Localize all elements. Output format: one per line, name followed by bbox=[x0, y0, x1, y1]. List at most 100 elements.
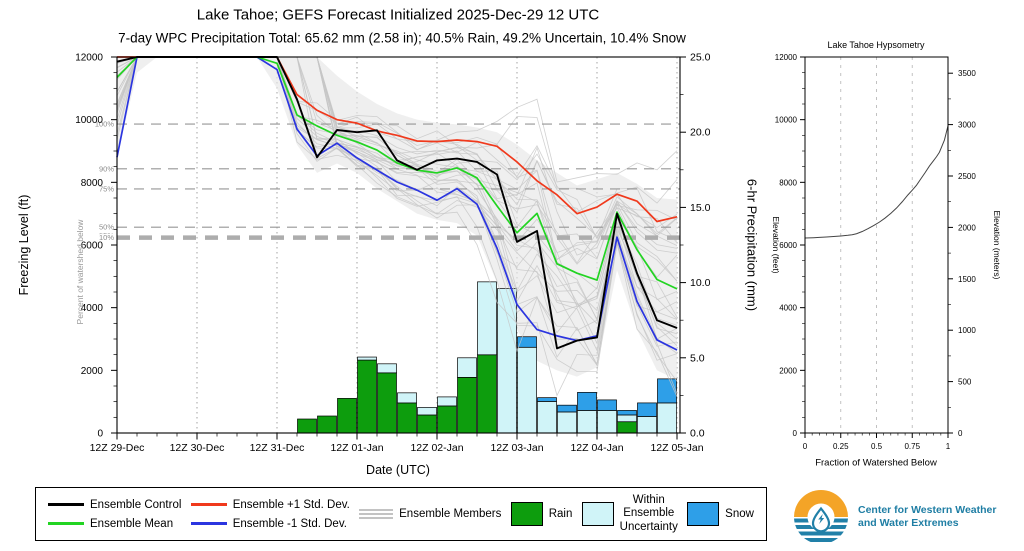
svg-text:25.0: 25.0 bbox=[690, 52, 711, 64]
precip-bar-uncertain bbox=[357, 356, 377, 361]
cw3e-logo-icon bbox=[794, 490, 848, 544]
precip-bar-uncertain bbox=[517, 346, 537, 434]
svg-text:8000: 8000 bbox=[81, 178, 104, 189]
minus1-line-icon bbox=[190, 522, 227, 525]
precip-bar-snow bbox=[517, 336, 537, 348]
lightning-bolt-icon bbox=[818, 514, 825, 524]
legend-label: Within Ensemble Uncertainty bbox=[619, 494, 678, 533]
legend-item-plus1: Ensemble +1 Std. Dev. bbox=[190, 498, 350, 511]
svg-text:0: 0 bbox=[793, 429, 798, 438]
cw3e-logo-text: Center for Western Weather and Water Ext… bbox=[858, 504, 996, 530]
precip-bar-snow bbox=[597, 399, 617, 411]
snow-swatch-icon bbox=[687, 502, 720, 526]
precip-bar-uncertain bbox=[597, 410, 617, 434]
precip-bar-uncertain bbox=[477, 281, 497, 356]
legend-item-minus1: Ensemble -1 Std. Dev. bbox=[190, 517, 350, 530]
svg-text:0: 0 bbox=[803, 442, 808, 451]
plus1-line-icon bbox=[190, 503, 227, 506]
hypsometry-axes: 0200040006000800010000120000500100015002… bbox=[775, 53, 977, 451]
svg-text:2000: 2000 bbox=[779, 366, 797, 375]
precip-bar-rain bbox=[357, 359, 377, 434]
uncertainty-swatch-icon bbox=[581, 502, 614, 526]
control-line-icon bbox=[48, 503, 84, 506]
legend-item-rain: Rain bbox=[510, 502, 573, 526]
svg-text:12Z 02-Jan: 12Z 02-Jan bbox=[410, 442, 463, 454]
legend-item-ensemble-mean: Ensemble Mean bbox=[48, 518, 181, 530]
ensemble-members-icon bbox=[359, 509, 394, 519]
precip-bar-rain bbox=[337, 398, 357, 434]
precip-bar-rain bbox=[617, 421, 637, 434]
svg-text:20.0: 20.0 bbox=[690, 127, 711, 139]
svg-text:1000: 1000 bbox=[958, 326, 976, 335]
precip-bars bbox=[297, 281, 677, 434]
svg-text:10000: 10000 bbox=[775, 116, 798, 125]
svg-text:100%: 100% bbox=[95, 120, 115, 129]
svg-text:10.0: 10.0 bbox=[690, 277, 711, 289]
svg-text:50%: 50% bbox=[99, 223, 114, 232]
svg-text:12Z 04-Jan: 12Z 04-Jan bbox=[570, 442, 623, 454]
water-drop-icon bbox=[811, 506, 831, 533]
legend-label: Snow bbox=[725, 508, 754, 520]
precip-bar-uncertain bbox=[617, 414, 637, 423]
legend-col-control-mean: Ensemble Control Ensemble Mean bbox=[48, 499, 181, 530]
page-title: Lake Tahoe; GEFS Forecast Initialized 20… bbox=[196, 6, 600, 24]
legend: Ensemble Control Ensemble Mean Ensemble … bbox=[35, 487, 767, 541]
svg-text:6000: 6000 bbox=[779, 241, 797, 250]
svg-text:2500: 2500 bbox=[958, 172, 976, 181]
svg-text:10%: 10% bbox=[99, 233, 114, 242]
svg-text:12000: 12000 bbox=[75, 53, 103, 64]
hypsometry-x-axis-label: Fraction of Watershed Below bbox=[815, 457, 937, 469]
svg-text:12Z 29-Dec: 12Z 29-Dec bbox=[90, 442, 145, 454]
legend-item-snow: Snow bbox=[687, 502, 754, 526]
precip-bar-rain bbox=[397, 402, 417, 434]
legend-label: Rain bbox=[548, 508, 573, 520]
precip-bar-snow bbox=[557, 404, 577, 413]
svg-text:500: 500 bbox=[958, 378, 972, 387]
legend-label: Ensemble Control bbox=[90, 498, 182, 511]
svg-text:4000: 4000 bbox=[81, 303, 104, 314]
precip-bar-rain bbox=[477, 354, 497, 434]
logo-text-line1: Center for Western Weather bbox=[858, 503, 997, 516]
svg-text:90%: 90% bbox=[99, 164, 114, 173]
legend-item-uncertainty: Within Ensemble Uncertainty bbox=[581, 494, 678, 534]
precip-bar-uncertain bbox=[637, 416, 657, 434]
precip-bar-uncertain bbox=[397, 392, 417, 404]
precip-bar-uncertain bbox=[537, 401, 557, 434]
svg-text:3500: 3500 bbox=[958, 69, 976, 78]
main-axes: 0 2000 4000 6000 8000 10000 12000 0.0 5.0 10.0 15.… bbox=[75, 52, 710, 455]
rain-swatch-icon bbox=[510, 502, 543, 526]
precip-bar-uncertain bbox=[497, 288, 517, 434]
svg-text:12Z 30-Dec: 12Z 30-Dec bbox=[170, 442, 225, 454]
legend-col-std-dev: Ensemble +1 Std. Dev. Ensemble -1 Std. D… bbox=[190, 498, 350, 530]
precip-bar-snow bbox=[537, 397, 557, 402]
ensemble-envelope-band bbox=[117, 57, 677, 380]
svg-text:12000: 12000 bbox=[775, 53, 798, 62]
precip-bar-rain bbox=[317, 415, 337, 434]
svg-text:2000: 2000 bbox=[81, 366, 104, 377]
legend-label: Ensemble -1 Std. Dev. bbox=[232, 517, 347, 530]
hypsometry-gridlines bbox=[840, 57, 913, 433]
logo-text-line2: and Water Extremes bbox=[858, 517, 959, 529]
svg-text:2000: 2000 bbox=[958, 223, 976, 232]
legend-label: Ensemble Mean bbox=[90, 517, 174, 530]
svg-text:0: 0 bbox=[958, 429, 963, 438]
precip-bar-rain bbox=[377, 372, 397, 434]
page-subtitle: 7-day WPC Precipitation Total: 65.62 mm … bbox=[118, 30, 686, 46]
mean-line-icon bbox=[48, 522, 84, 525]
svg-text:0: 0 bbox=[97, 429, 103, 440]
precip-axis-label: 6-hr Precipitation (mm) bbox=[744, 178, 760, 312]
legend-item-members: Ensemble Members bbox=[359, 508, 501, 520]
legend-label: Ensemble +1 Std. Dev. bbox=[232, 498, 350, 511]
precip-bar-snow bbox=[577, 392, 597, 411]
svg-text:25%: 25% bbox=[99, 231, 114, 240]
hypsometry-elevation-feet-label: Elevation (feet) bbox=[771, 216, 781, 274]
precip-bar-rain bbox=[457, 377, 477, 434]
cw3e-logo: Center for Western Weather and Water Ext… bbox=[793, 489, 996, 545]
percent-watershed-axis-label: Percent of watershed below bbox=[75, 219, 85, 325]
precip-bar-snow bbox=[637, 402, 657, 417]
legend-label: Ensemble Members bbox=[399, 508, 502, 520]
hypsometry-title: Lake Tahoe Hypsometry bbox=[827, 40, 925, 50]
svg-text:4000: 4000 bbox=[779, 304, 797, 313]
